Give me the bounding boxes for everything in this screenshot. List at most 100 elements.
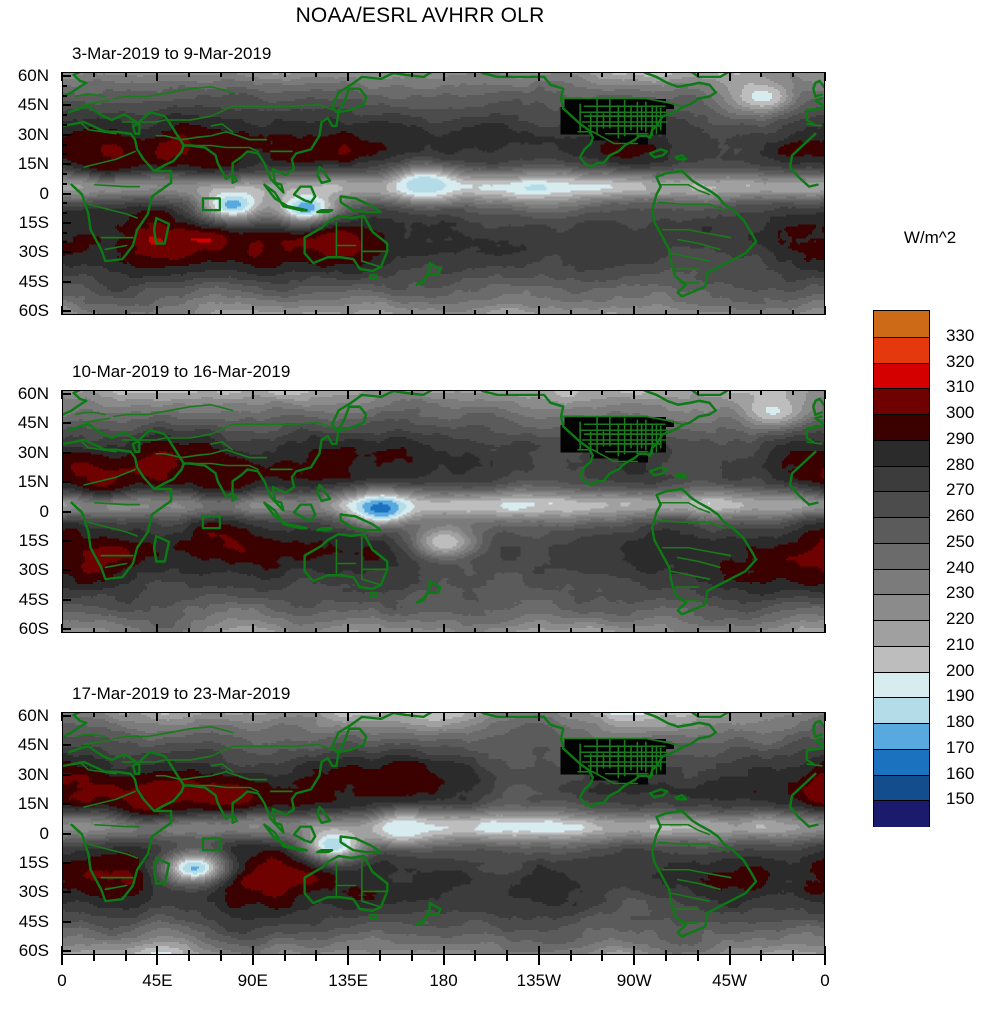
x-tick-minor [792, 310, 795, 315]
y-axis-label: 60S [18, 941, 49, 961]
colorbar-band [874, 723, 929, 750]
x-tick-minor [410, 310, 413, 315]
x-tick-outer-major [824, 955, 826, 965]
x-tick-minor [124, 72, 127, 77]
colorbar[interactable] [873, 310, 930, 827]
y-tick-major [62, 451, 71, 454]
x-tick-major [347, 946, 350, 955]
figure-title: NOAA/ESRL AVHRR OLR [295, 4, 545, 27]
x-tick-minor [315, 950, 318, 955]
x-tick-major [728, 306, 731, 315]
x-tick-major [442, 72, 445, 81]
x-tick-major [347, 390, 350, 399]
x-tick-major [347, 72, 350, 81]
y-axis-label: 15S [18, 212, 49, 232]
x-tick-major [251, 946, 254, 955]
map-panel-3[interactable] [62, 712, 825, 955]
coastline-overlay-1 [63, 73, 824, 314]
panel-title-2: 10-Mar-2019 to 16-Mar-2019 [72, 362, 291, 381]
x-axis-label: 45E [142, 971, 173, 990]
colorbar-separator [874, 800, 929, 802]
colorbar-tick-label: 310 [946, 377, 975, 397]
x-tick-major [633, 946, 636, 955]
y-axis-label: 45S [18, 589, 49, 609]
y-tick-major [62, 392, 71, 395]
x-tick-minor [188, 712, 191, 717]
x-tick-major [156, 390, 159, 399]
colorbar-tick-label: 330 [946, 325, 975, 345]
x-tick-major [824, 946, 826, 955]
y-axis-label: 45S [18, 271, 49, 291]
x-tick-minor [124, 390, 127, 395]
y-axis-label: 60S [18, 301, 49, 321]
x-tick-minor [474, 712, 477, 717]
colorbar-tick-label: 290 [946, 428, 975, 448]
x-tick-major [442, 946, 445, 955]
x-tick-minor [410, 950, 413, 955]
y-tick-major [62, 422, 71, 425]
x-tick-outer-minor [378, 955, 381, 961]
y-axis-label: 0 [39, 823, 49, 843]
x-tick-minor [506, 72, 509, 77]
x-tick-minor [474, 950, 477, 955]
colorbar-band [874, 748, 929, 775]
colorbar-separator [874, 723, 929, 724]
y-tick-major [62, 569, 71, 572]
x-tick-minor [124, 628, 127, 633]
y-tick-minor [62, 84, 67, 87]
x-tick-minor [760, 310, 763, 315]
y-tick-minor [62, 143, 67, 146]
x-tick-minor [792, 712, 795, 717]
y-axis-label: 45N [17, 95, 49, 115]
colorbar-tick-label: 260 [946, 506, 975, 525]
y-tick-major [62, 920, 71, 923]
x-tick-major [442, 624, 445, 633]
y-axis-label: 45N [17, 413, 49, 433]
x-tick-major [537, 712, 540, 721]
y-tick-minor [62, 123, 67, 126]
colorbar-separator [874, 542, 929, 544]
y-tick-major [62, 714, 71, 717]
x-tick-minor [696, 628, 699, 633]
y-tick-major [62, 104, 71, 107]
x-tick-outer-major [61, 955, 63, 965]
y-axis-label: 15N [17, 154, 49, 174]
colorbar-band [874, 362, 929, 389]
x-tick-minor [569, 72, 572, 77]
colorbar-band [874, 414, 929, 441]
x-tick-minor [283, 390, 286, 395]
x-tick-minor [792, 628, 795, 633]
colorbar-band [874, 465, 929, 492]
x-tick-major [537, 390, 540, 399]
map-panel-1[interactable] [62, 72, 825, 315]
map-panel-2[interactable] [62, 390, 825, 633]
colorbar-separator [874, 594, 929, 596]
y-tick-major [62, 950, 71, 953]
x-tick-major [728, 390, 731, 399]
x-tick-major [824, 306, 826, 315]
y-tick-major [62, 163, 71, 166]
colorbar-band [874, 311, 929, 338]
x-tick-minor [124, 310, 127, 315]
x-tick-minor [124, 712, 127, 717]
y-axis-label: 60N [17, 65, 49, 85]
colorbar-separator [874, 517, 929, 518]
x-tick-major [61, 946, 63, 955]
y-axis-label: 30S [18, 882, 49, 902]
x-tick-minor [696, 950, 699, 955]
x-tick-minor [665, 712, 668, 717]
x-tick-major [61, 72, 63, 81]
colorbar-tick-label: 190 [946, 686, 975, 706]
x-tick-minor [410, 712, 413, 717]
colorbar-tick-label: 160 [946, 763, 975, 783]
x-tick-minor [474, 72, 477, 77]
colorbar-separator [874, 414, 929, 415]
x-tick-outer-minor [315, 955, 318, 961]
colorbar-tick-label: 300 [946, 403, 975, 422]
x-axis-label: 90E [237, 971, 268, 990]
y-axis-label: 30N [17, 124, 49, 144]
x-tick-minor [219, 310, 222, 315]
colorbar-tick-label: 230 [946, 583, 975, 603]
x-tick-minor [665, 72, 668, 77]
x-tick-major [728, 624, 731, 633]
